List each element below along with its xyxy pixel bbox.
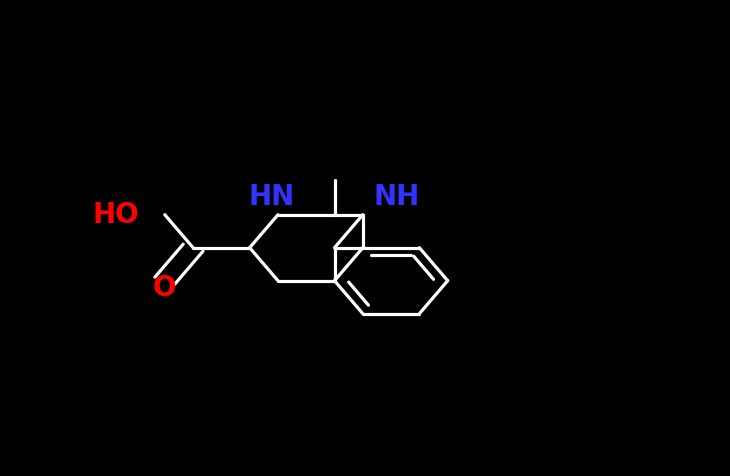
Text: O: O: [153, 274, 177, 302]
Text: HO: HO: [93, 201, 139, 229]
Text: NH: NH: [374, 183, 420, 211]
Text: HN: HN: [248, 183, 294, 211]
